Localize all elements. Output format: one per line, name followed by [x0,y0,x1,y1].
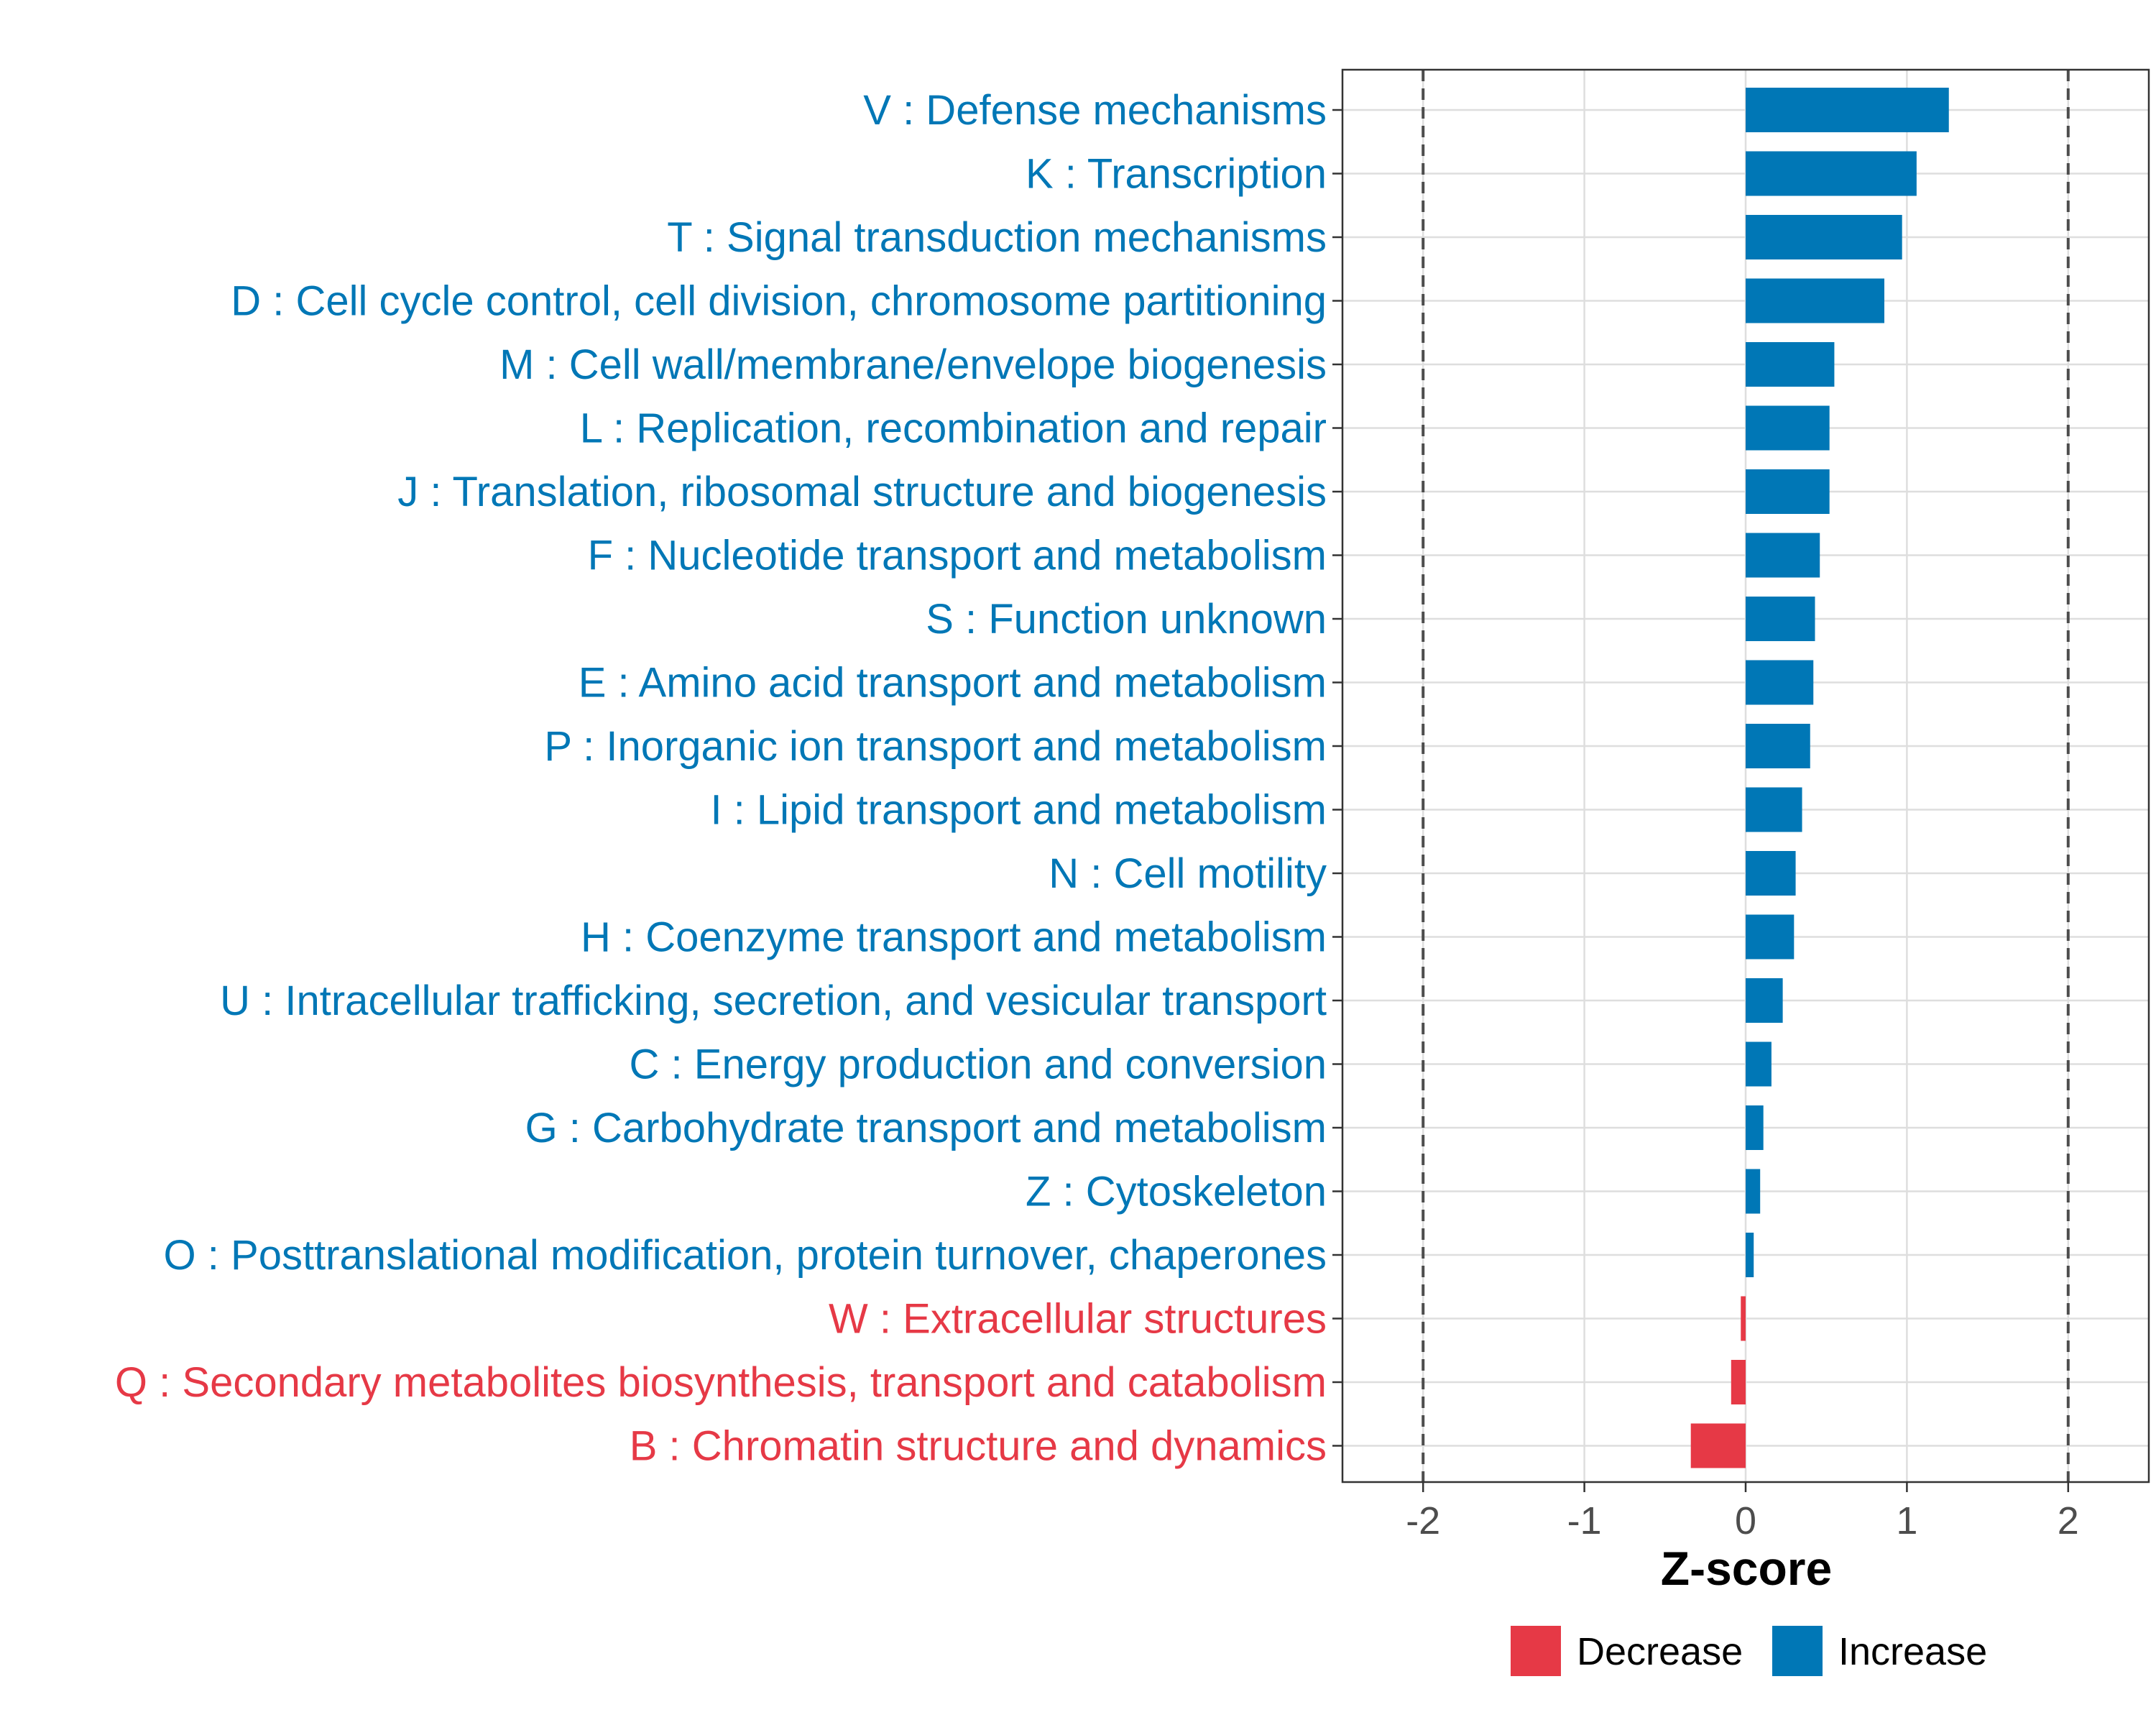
x-tick-label: -2 [1406,1499,1440,1542]
bar [1690,1423,1746,1468]
x-axis-title: Z-score [1661,1542,1832,1595]
category-label: D : Cell cycle control, cell division, c… [231,278,1327,325]
reference-lines [1422,70,2070,1482]
bar [1746,660,1814,705]
bar [1746,724,1810,768]
bar [1746,405,1830,451]
bar [1746,278,1884,323]
bar [1746,215,1902,259]
bar [1746,342,1835,387]
bar [1746,469,1830,514]
bar [1746,597,1815,641]
bar [1741,1296,1746,1341]
category-label: F : Nucleotide transport and metabolism [588,533,1327,579]
x-tick-label: 0 [1735,1499,1756,1542]
category-label: M : Cell wall/membrane/envelope biogenes… [499,341,1327,388]
category-label: K : Transcription [1026,151,1327,198]
category-label: V : Defense mechanisms [863,87,1327,134]
category-label: B : Chromatin structure and dynamics [630,1423,1327,1470]
bar [1746,1233,1754,1277]
legend-label: Decrease [1577,1630,1743,1673]
bar [1746,851,1796,896]
x-tick-label: -1 [1567,1499,1602,1542]
x-tick-label: 2 [2058,1499,2079,1542]
category-label: S : Function unknown [926,596,1327,643]
category-label: O : Posttranslational modification, prot… [164,1232,1327,1279]
bar [1746,1169,1761,1214]
bar [1746,151,1917,196]
category-label: E : Amino acid transport and metabolism [579,660,1327,707]
x-tick-label: 1 [1896,1499,1917,1542]
category-label: T : Signal transduction mechanisms [667,214,1327,261]
category-label: G : Carbohydrate transport and metabolis… [525,1105,1327,1151]
bar [1746,787,1802,832]
category-label: N : Cell motility [1049,850,1327,897]
bar [1731,1360,1746,1404]
bar [1746,978,1783,1023]
category-label: P : Inorganic ion transport and metaboli… [544,723,1327,770]
category-label: H : Coenzyme transport and metabolism [581,914,1327,961]
category-labels: V : Defense mechanisms K : Transcription T… [115,87,1342,1470]
category-label: C : Energy production and conversion [630,1041,1327,1088]
legend-swatch [1511,1626,1561,1676]
category-label: I : Lipid transport and metabolism [710,787,1327,834]
category-label: Z : Cytoskeleton [1026,1169,1327,1215]
legend: Decrease Increase [1511,1626,1987,1676]
bar [1746,914,1795,960]
category-label: U : Intracellular trafficking, secretion… [220,978,1327,1024]
bars [1690,88,1949,1468]
category-label: Q : Secondary metabolites biosynthesis, … [115,1359,1327,1406]
category-label: W : Extracellular structures [829,1296,1327,1343]
bar [1746,533,1820,578]
bar [1746,1041,1772,1087]
bar [1746,1105,1764,1150]
legend-swatch [1772,1626,1823,1676]
bar [1746,88,1949,132]
category-label: L : Replication, recombination and repai… [580,405,1327,452]
legend-label: Increase [1838,1630,1987,1673]
category-label: J : Translation, ribosomal structure and… [397,469,1327,515]
x-axis: -2 -1 0 1 2 [1406,1482,2079,1542]
